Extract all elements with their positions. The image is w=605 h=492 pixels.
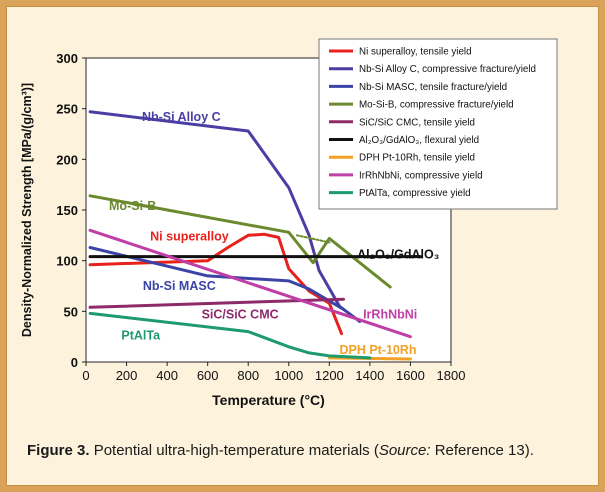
x-tick-label: 1800 [437,368,466,383]
y-tick-label: 150 [56,203,78,218]
x-tick-label: 1000 [274,368,303,383]
legend-entry: Mo-Si-B, compressive fracture/yield [359,100,514,111]
caption-text: Potential ultra-high-temperature materia… [93,442,379,459]
figure-panel: 0 200 400 600 800 1000 1200 1400 1600 1800 0 50 100 1… [6,6,599,486]
legend-entry: IrRhNbNi, compressive yield [359,170,483,181]
x-tick-label: 1200 [315,368,344,383]
caption-label: Figure 3. [27,442,90,459]
series-annotation: Ni superalloy [150,229,229,243]
series-line [88,232,343,336]
x-tick-label: 800 [237,368,259,383]
legend-entry: SiC/SiC CMC, tensile yield [359,117,475,128]
x-tick-label: 400 [156,368,178,383]
series-annotation: IrRhNbNi [363,307,417,321]
line-chart: 0 200 400 600 800 1000 1200 1400 1600 1800 0 50 100 1… [20,38,558,408]
series-line [88,194,392,289]
legend-entry: Ni superalloy, tensile yield [359,47,472,58]
y-tick-label: 200 [56,152,78,167]
figure-caption: Figure 3. Potential ultra-high-temperatu… [27,440,587,461]
series-annotation: Nb-Si MASC [143,279,216,293]
series-annotation: DPH Pt-10Rh [339,343,416,357]
legend-entry: Nb-Si MASC, tensile fracture/yield [359,82,507,93]
y-tick-label: 0 [71,355,78,370]
series-annotation: SiC/SiC CMC [202,307,279,321]
caption-source: Source: [378,442,431,459]
x-tick-label: 0 [82,368,89,383]
legend-entry: Nb-Si Alloy C, compressive fracture/yiel… [359,64,536,75]
series-line [88,228,412,339]
x-tick-label: 1600 [396,368,425,383]
caption-end: Reference 13). [434,442,534,459]
y-tick-label: 250 [56,102,78,117]
legend-entry: DPH Pt-10Rh, tensile yield [359,153,475,164]
series-annotation: Mo-Si-B [109,199,156,213]
series-annotation: PtAlTa [121,329,161,343]
series-line [88,311,372,360]
x-axis-label: Temperature (°C) [212,392,325,408]
legend-entry: PtAlTa, compressive yield [359,188,471,199]
legend-entry: Al₂O₃/GdAlO₃, flexural yield [359,135,479,146]
y-tick-label: 300 [56,51,78,66]
y-tick-label: 100 [56,254,78,269]
x-tick-label: 200 [116,368,138,383]
series-line [88,246,345,311]
x-tick-label: 600 [197,368,219,383]
series-line [295,234,331,244]
legend-box [318,38,558,210]
x-tick-label: 1400 [355,368,384,383]
y-axis-label: Density-Normalized Strength [MPa/(g/cm³)… [20,83,34,337]
y-tick-label: 50 [64,304,78,319]
series-annotation: Nb-Si Alloy C [142,110,221,124]
series-annotation: Al₂O₃/GdAlO₃ [357,248,440,262]
